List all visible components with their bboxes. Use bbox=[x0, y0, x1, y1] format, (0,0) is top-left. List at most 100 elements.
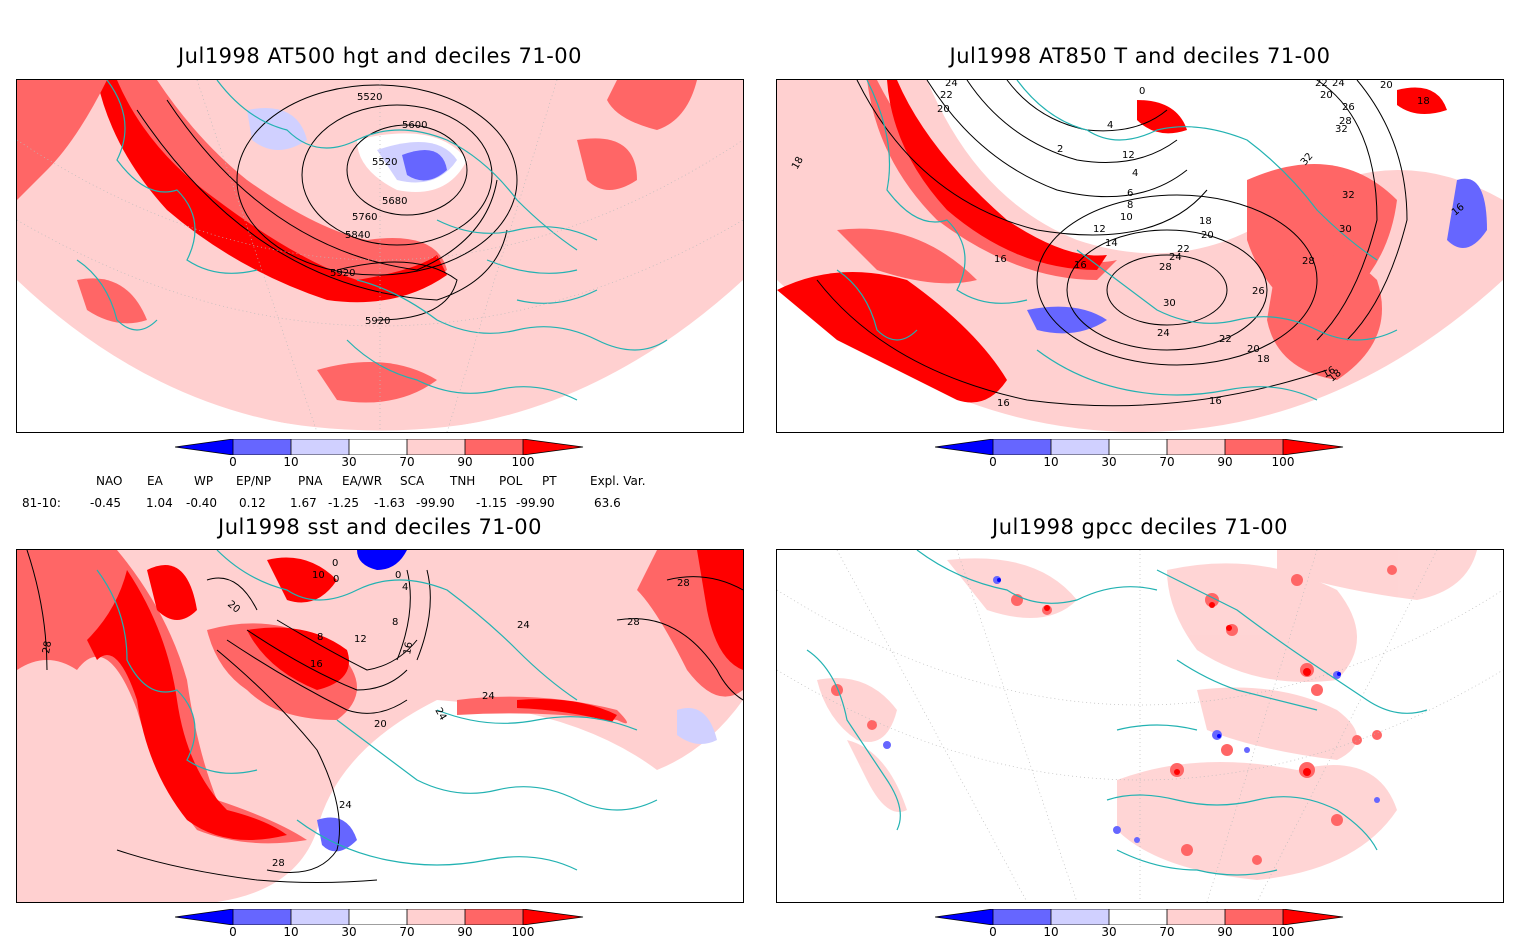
index-header: PT bbox=[542, 474, 557, 488]
contour-label: 12 bbox=[354, 634, 367, 645]
contour-label: 22 bbox=[1219, 334, 1232, 345]
panel-title-sst: Jul1998 sst and deciles 71-00 bbox=[218, 515, 542, 539]
colorbar-gpcc: 0 10 30 70 90 100 bbox=[935, 909, 1355, 945]
contour-label: 24 bbox=[945, 80, 958, 89]
contour-label: 16 bbox=[310, 659, 323, 670]
index-header: NAO bbox=[96, 474, 123, 488]
contour-label: 28 bbox=[272, 858, 285, 869]
contour-label: 5760 bbox=[352, 212, 377, 223]
map-at850: 24 22 20 18 0 4 2 12 4 6 8 10 12 14 16 1… bbox=[776, 79, 1504, 433]
index-value: -99.90 bbox=[516, 496, 555, 510]
contour-label: 5840 bbox=[345, 230, 370, 241]
contour-label: 5600 bbox=[402, 120, 427, 131]
index-value: -1.25 bbox=[328, 496, 360, 510]
contour-label: 5680 bbox=[382, 196, 407, 207]
contour-label: 16 bbox=[994, 254, 1007, 265]
index-header: EA/WR bbox=[342, 474, 383, 488]
contour-label: 26 bbox=[1342, 102, 1355, 113]
contour-label: 32 bbox=[1342, 190, 1355, 201]
map-at500: 5520 5600 5520 5680 5760 5840 5920 5920 bbox=[16, 79, 744, 433]
colorbar-tick: 30 bbox=[1101, 925, 1117, 939]
colorbar-tick: 0 bbox=[229, 455, 237, 469]
colorbar-tick: 30 bbox=[1101, 455, 1117, 469]
contour-label: 4 bbox=[1107, 120, 1113, 131]
contour-label: 18 bbox=[1199, 216, 1212, 227]
contour-label: 8 bbox=[317, 632, 323, 643]
contour-label: 10 bbox=[1120, 212, 1133, 223]
colorbar-tick: 100 bbox=[511, 925, 535, 939]
index-row-label: 81-10: bbox=[22, 496, 61, 510]
index-header: Expl. Var. bbox=[590, 474, 646, 488]
contour-label: 28 bbox=[41, 640, 54, 654]
contour-label: 16 bbox=[402, 641, 415, 655]
colorbar-tick: 90 bbox=[1217, 455, 1233, 469]
colorbar-tick: 90 bbox=[1217, 925, 1233, 939]
index-header: WP bbox=[194, 474, 214, 488]
contour-label: 12 bbox=[1122, 150, 1135, 161]
colorbar-at500: 0 10 30 70 90 100 bbox=[175, 439, 595, 475]
contour-label: 0 bbox=[395, 570, 401, 581]
contour-label: 16 bbox=[1074, 260, 1087, 271]
colorbar-tick: 90 bbox=[457, 925, 473, 939]
colorbar-tick: 70 bbox=[1159, 925, 1175, 939]
colorbar-tick: 10 bbox=[1043, 455, 1059, 469]
colorbar-tick: 0 bbox=[989, 455, 997, 469]
contour-label: 20 bbox=[937, 104, 950, 115]
contour-label: 20 bbox=[1247, 344, 1260, 355]
contour-label: 8 bbox=[392, 617, 398, 628]
contour-label: 26 bbox=[1252, 286, 1265, 297]
colorbar-tick: 10 bbox=[283, 925, 299, 939]
contour-label: 2 bbox=[1057, 144, 1063, 155]
contour-label: 28 bbox=[627, 617, 640, 628]
index-value: -1.15 bbox=[476, 496, 508, 510]
contour-label: 22 bbox=[940, 90, 953, 101]
panel-title-at850: Jul1998 AT850 T and deciles 71-00 bbox=[949, 44, 1331, 68]
colorbar-tick: 30 bbox=[341, 455, 357, 469]
contour-label: 28 bbox=[677, 578, 690, 589]
index-header: TNH bbox=[450, 474, 476, 488]
contour-label: 16 bbox=[1209, 396, 1222, 407]
contour-label: 16 bbox=[997, 398, 1010, 409]
contour-label: 24 bbox=[517, 620, 530, 631]
contour-label: 18 bbox=[1257, 354, 1270, 365]
colorbar-tick: 0 bbox=[229, 925, 237, 939]
contour-label: 5920 bbox=[365, 316, 390, 327]
contour-label: 4 bbox=[1132, 168, 1138, 179]
index-value: 0.12 bbox=[239, 496, 266, 510]
contour-label: 0 bbox=[332, 558, 338, 569]
contour-label: 24 bbox=[1332, 80, 1345, 89]
contour-label: 8 bbox=[1127, 200, 1133, 211]
index-header: EA bbox=[147, 474, 163, 488]
contour-label: 24 bbox=[432, 706, 448, 723]
contour-label: 5520 bbox=[372, 157, 397, 168]
colorbar-tick: 0 bbox=[989, 925, 997, 939]
colorbar-tick: 90 bbox=[457, 455, 473, 469]
map-sst: 28 20 10 0 0 8 12 16 20 24 28 24 24 24 2… bbox=[16, 549, 744, 903]
colorbar-tick: 70 bbox=[399, 925, 415, 939]
contour-label: 22 bbox=[1315, 80, 1328, 89]
panel-title-gpcc: Jul1998 gpcc deciles 71-00 bbox=[992, 515, 1288, 539]
contour-label: 20 bbox=[1201, 230, 1214, 241]
colorbar-sst: 0 10 30 70 90 100 bbox=[175, 909, 595, 945]
colorbar-tick: 100 bbox=[1271, 455, 1295, 469]
contour-label: 24 bbox=[1157, 328, 1170, 339]
colorbar-tick: 100 bbox=[511, 455, 535, 469]
contour-label: 24 bbox=[1169, 252, 1182, 263]
contour-label: 24 bbox=[482, 691, 495, 702]
contour-label: 30 bbox=[1339, 224, 1352, 235]
contour-label: 28 bbox=[1302, 256, 1315, 267]
panel-title-at500: Jul1998 AT500 hgt and deciles 71-00 bbox=[177, 44, 583, 68]
index-value: 1.67 bbox=[290, 496, 317, 510]
colorbar-tick: 100 bbox=[1271, 925, 1295, 939]
contour-label: 28 bbox=[1339, 116, 1352, 127]
index-value: 1.04 bbox=[146, 496, 173, 510]
contour-label: 0 bbox=[333, 574, 339, 585]
contour-label: 30 bbox=[1163, 298, 1176, 309]
contour-label: 4 bbox=[402, 582, 408, 593]
contour-label: 14 bbox=[1105, 238, 1118, 249]
index-value: -0.45 bbox=[90, 496, 122, 510]
index-header: POL bbox=[499, 474, 523, 488]
contour-label: 22 bbox=[1177, 244, 1190, 255]
index-value: -99.90 bbox=[416, 496, 455, 510]
contour-label: 32 bbox=[1335, 124, 1348, 135]
